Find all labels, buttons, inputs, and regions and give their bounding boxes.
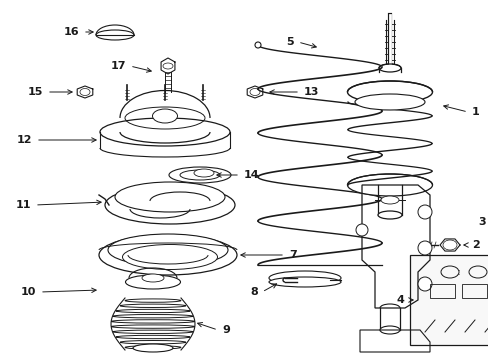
Ellipse shape (347, 81, 431, 103)
Text: 4: 4 (395, 295, 403, 305)
Ellipse shape (125, 299, 181, 302)
Ellipse shape (152, 109, 177, 123)
Bar (461, 284, 486, 298)
Ellipse shape (108, 234, 227, 266)
Ellipse shape (378, 64, 400, 72)
Ellipse shape (268, 271, 340, 285)
Ellipse shape (115, 182, 224, 212)
Ellipse shape (96, 30, 134, 40)
Text: 2: 2 (471, 240, 479, 250)
Ellipse shape (100, 118, 229, 146)
Ellipse shape (354, 94, 424, 110)
Ellipse shape (99, 235, 237, 275)
Text: 1: 1 (471, 107, 479, 117)
Ellipse shape (180, 170, 220, 180)
Ellipse shape (355, 224, 367, 236)
Ellipse shape (142, 274, 163, 282)
Ellipse shape (377, 211, 401, 219)
Ellipse shape (347, 174, 431, 196)
Ellipse shape (125, 346, 181, 349)
Text: 15: 15 (27, 87, 43, 97)
Text: 11: 11 (16, 200, 31, 210)
Text: 9: 9 (222, 325, 229, 335)
Bar (409, 255, 488, 345)
Text: 16: 16 (63, 27, 79, 37)
Text: 10: 10 (20, 287, 36, 297)
Ellipse shape (194, 169, 214, 177)
Ellipse shape (113, 330, 193, 333)
Ellipse shape (111, 320, 194, 323)
Text: 17: 17 (110, 61, 126, 71)
Text: 12: 12 (17, 135, 32, 145)
Ellipse shape (105, 186, 235, 224)
Text: 7: 7 (288, 250, 296, 260)
Ellipse shape (254, 42, 261, 48)
Text: 14: 14 (244, 170, 259, 180)
Ellipse shape (113, 315, 193, 318)
Ellipse shape (417, 277, 431, 291)
Ellipse shape (379, 326, 399, 334)
Ellipse shape (116, 309, 190, 313)
Text: 13: 13 (304, 87, 319, 97)
Text: 8: 8 (250, 287, 258, 297)
Ellipse shape (417, 241, 431, 255)
Ellipse shape (120, 341, 185, 344)
Ellipse shape (125, 275, 180, 289)
Ellipse shape (417, 205, 431, 219)
Text: 3: 3 (477, 217, 485, 227)
Ellipse shape (122, 244, 217, 270)
Ellipse shape (468, 266, 486, 278)
Ellipse shape (268, 277, 340, 287)
Ellipse shape (440, 266, 458, 278)
Ellipse shape (133, 344, 173, 352)
Ellipse shape (120, 304, 185, 307)
Bar (429, 284, 454, 298)
Ellipse shape (169, 167, 230, 183)
Ellipse shape (116, 335, 190, 339)
Ellipse shape (111, 325, 194, 328)
Ellipse shape (380, 196, 398, 204)
Text: 5: 5 (286, 37, 293, 47)
